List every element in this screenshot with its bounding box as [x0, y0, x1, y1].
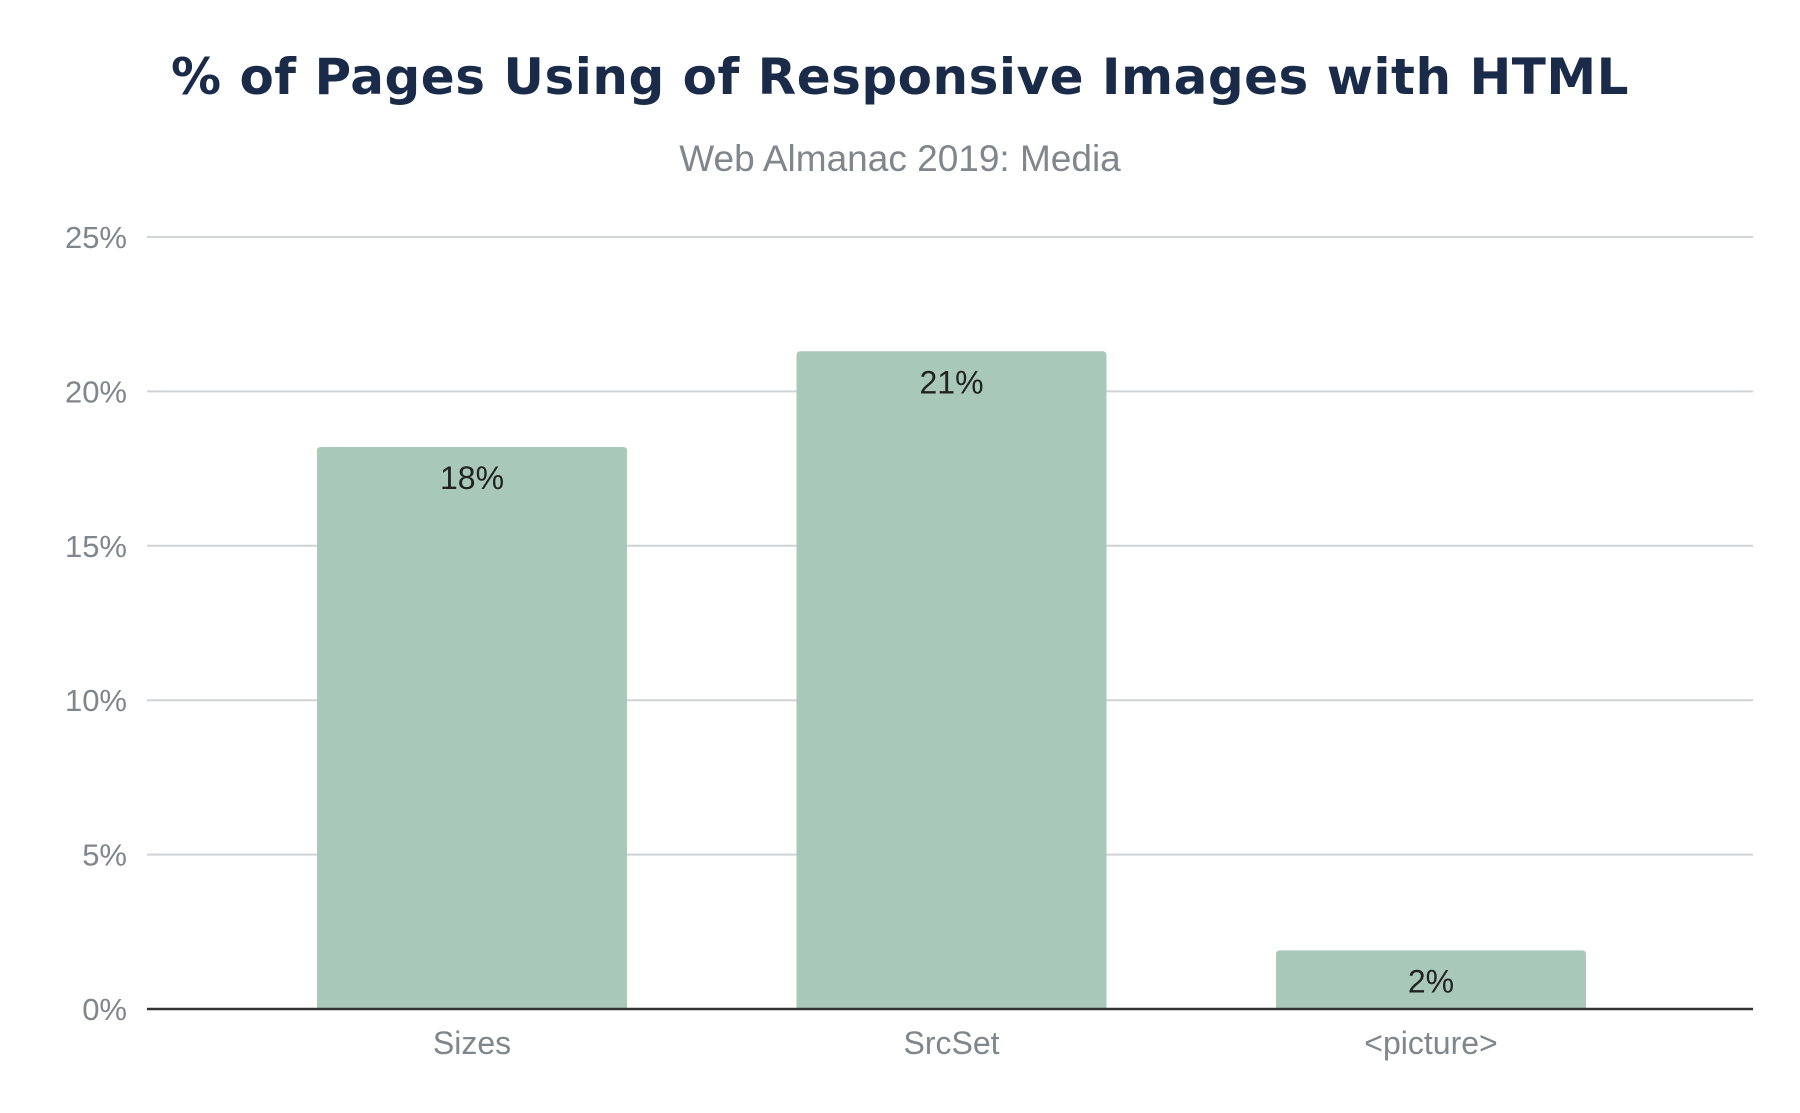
bar: [1276, 950, 1586, 1009]
chart-title: % of Pages Using of Responsive Images wi…: [170, 48, 1630, 106]
bar: [796, 351, 1107, 1010]
y-tick-label: 20%: [65, 374, 127, 409]
y-tick-label: 0%: [82, 992, 127, 1027]
y-tick-label: 5%: [82, 838, 127, 873]
data-label: 21%: [919, 364, 983, 400]
x-tick-label: SrcSet: [903, 1025, 999, 1061]
bar: [317, 446, 627, 1009]
y-tick-label: 15%: [65, 529, 127, 564]
x-tick-label: Sizes: [433, 1025, 511, 1061]
y-tick-label: 10%: [65, 683, 127, 718]
data-label: 18%: [440, 460, 504, 496]
chart-subtitle: Web Almanac 2019: Media: [679, 138, 1121, 179]
y-tick-label: 25%: [65, 220, 127, 255]
data-label: 2%: [1408, 963, 1454, 999]
x-tick-label: <picture>: [1364, 1025, 1497, 1061]
